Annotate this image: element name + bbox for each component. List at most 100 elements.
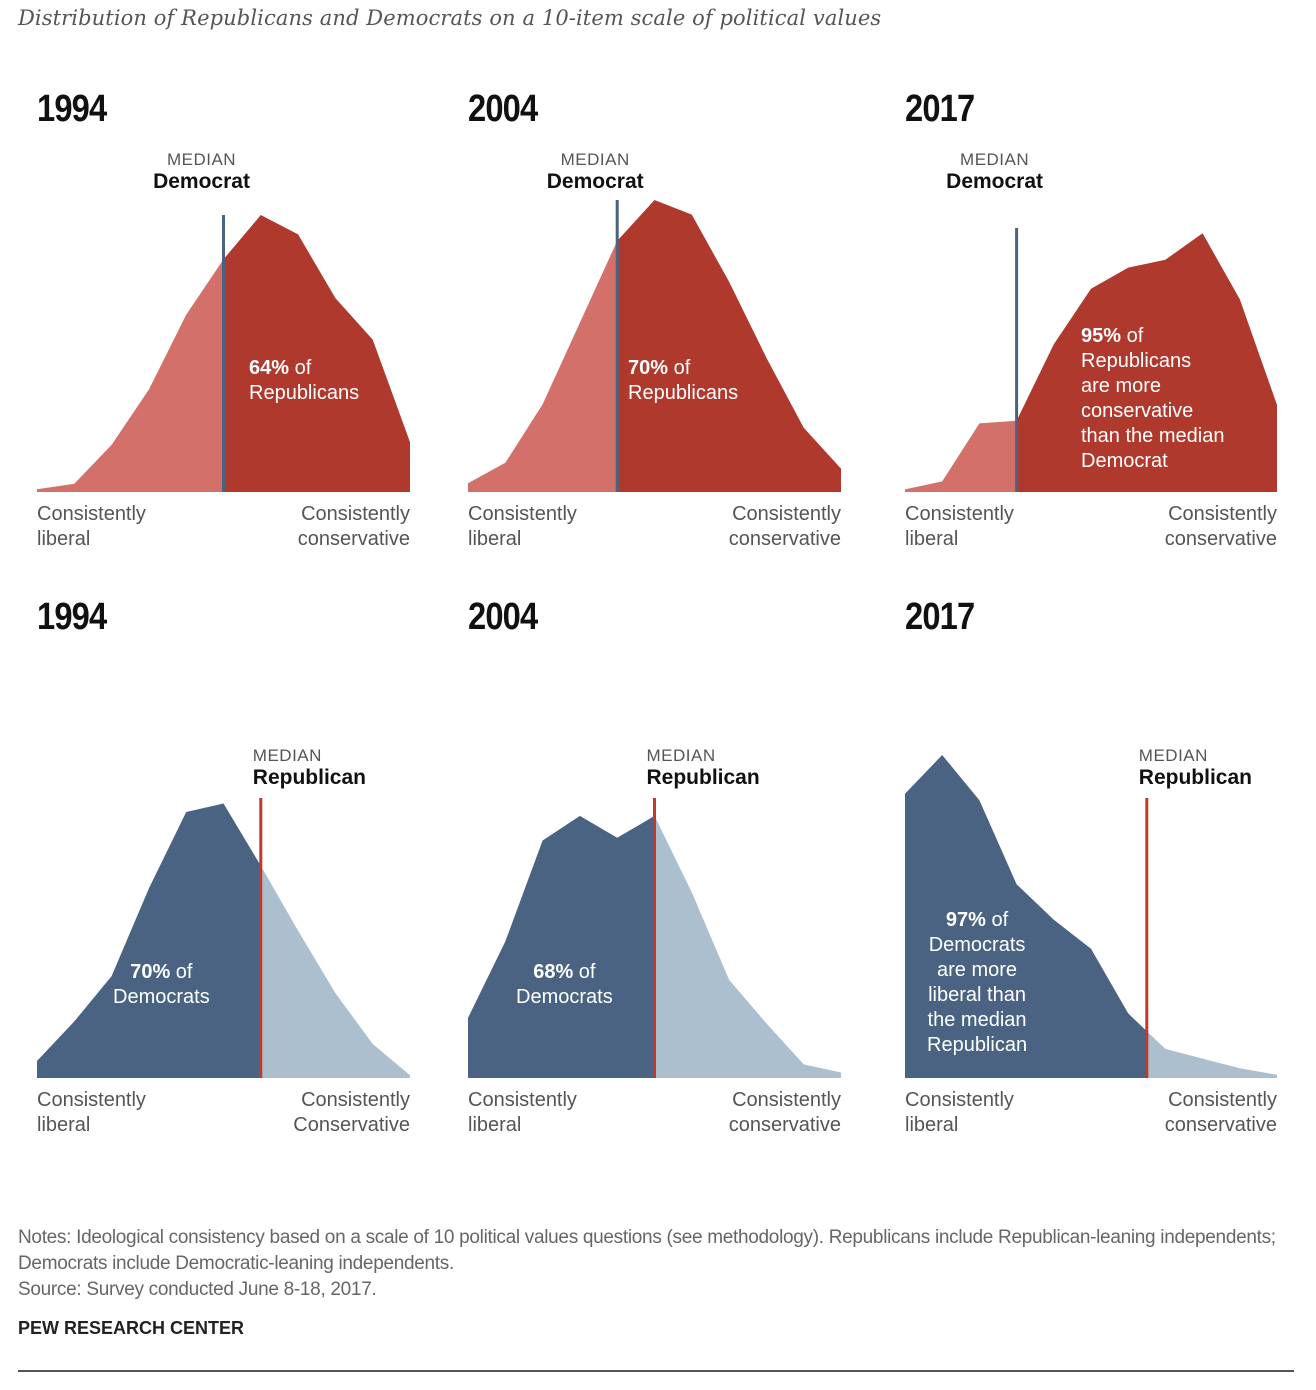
chart-panel-republicans-1994: 1994 MEDIAN Democrat 64% of Republicans Consi…	[37, 88, 410, 562]
share-text: of	[1121, 325, 1144, 347]
median-caption: MEDIAN	[1138, 746, 1208, 765]
share-text: liberal than	[928, 984, 1026, 1006]
median-party: Republican	[646, 766, 760, 789]
axis-label-line: liberal	[37, 528, 91, 550]
share-text: Democrats	[113, 986, 210, 1008]
median-party: Republican	[1138, 766, 1252, 789]
axis-label-liberal: Consistently liberal	[905, 502, 1014, 552]
axis-label-line: Consistently	[37, 503, 146, 525]
axis-label-line: Consistently	[732, 503, 841, 525]
axis-label-line: Consistently	[732, 1089, 841, 1111]
area-right-of-median	[617, 200, 841, 492]
area-left-of-median	[37, 259, 224, 492]
panel-year-title: 2017	[905, 88, 975, 130]
share-text: Republicans	[1081, 350, 1192, 372]
median-caption: MEDIAN	[560, 150, 630, 169]
share-annotation: 64% of Republicans	[249, 356, 359, 406]
chart-notes: Notes: Ideological consistency based on …	[18, 1225, 1293, 1303]
share-text: than the median	[1081, 425, 1225, 447]
median-party: Democrat	[153, 170, 250, 193]
panel-year-title: 1994	[37, 88, 107, 130]
area-right-of-median	[223, 215, 410, 492]
axis-label-line: Consistently	[301, 503, 410, 525]
axis-label-line: Consistently	[301, 1089, 410, 1111]
median-caption: MEDIAN	[166, 150, 237, 169]
area-chart	[37, 215, 410, 492]
share-text: of	[985, 909, 1009, 931]
share-percent: 70%	[130, 961, 171, 983]
share-annotation: 70% of Democrats	[113, 960, 210, 1010]
area-left-of-median	[468, 240, 618, 492]
area-chart	[905, 228, 1277, 493]
share-percent: 64%	[249, 357, 290, 379]
axis-label-liberal: Consistently liberal	[37, 502, 146, 552]
median-party: Democrat	[546, 170, 644, 193]
median-label: MEDIAN Democrat	[525, 150, 665, 194]
area-chart	[468, 200, 841, 492]
panel-year-title: 2017	[905, 596, 975, 638]
median-party: Republican	[252, 766, 366, 789]
axis-label-line: Consistently	[905, 1089, 1014, 1111]
axis-label-liberal: Consistently liberal	[468, 502, 577, 552]
share-text: Republicans	[628, 382, 739, 404]
area-chart	[905, 755, 1277, 1078]
share-text: the median	[927, 1009, 1027, 1031]
axis-label-conservative: Consistently conservative	[298, 502, 410, 552]
axis-label-conservative: Consistently conservative	[729, 1088, 841, 1138]
axis-label-line: liberal	[905, 1114, 959, 1136]
median-label: MEDIAN Republican	[647, 746, 760, 790]
share-text: of	[170, 961, 193, 983]
bottom-rule	[18, 1370, 1294, 1372]
area-left-of-median	[905, 755, 1147, 1078]
share-percent: 95%	[1081, 325, 1122, 347]
share-percent: 97%	[945, 909, 986, 931]
median-caption: MEDIAN	[646, 746, 716, 765]
share-annotation: 70% of Republicans	[628, 356, 738, 406]
area-chart	[37, 798, 410, 1078]
share-text: Republican	[927, 1034, 1028, 1056]
axis-label-line: conservative	[728, 1114, 841, 1136]
chart-panel-democrats-1994: 1994 MEDIAN Republican 70% of Democrats Consi…	[37, 596, 410, 1148]
chart-panel-democrats-2017: 2017 MEDIAN Republican 97% of Democrats are m…	[905, 596, 1277, 1148]
axis-label-liberal: Consistently liberal	[37, 1088, 146, 1138]
share-text: of	[668, 357, 691, 379]
area-right-of-median	[654, 815, 841, 1078]
share-percent: 68%	[533, 961, 574, 983]
axis-label-line: conservative	[728, 528, 841, 550]
axis-label-liberal: Consistently liberal	[468, 1088, 577, 1138]
share-annotation: 95% of Republicans are more conservative tha…	[1081, 324, 1224, 474]
axis-label-line: conservative	[1164, 528, 1277, 550]
axis-label-conservative: Consistently Conservative	[293, 1088, 410, 1138]
area-right-of-median	[260, 865, 410, 1078]
axis-label-line: liberal	[468, 1114, 522, 1136]
share-text: Democrats	[516, 986, 613, 1008]
panel-year-title: 2004	[468, 596, 538, 638]
panel-year-title: 2004	[468, 88, 538, 130]
axis-label-line: Consistently	[1168, 503, 1277, 525]
median-label: MEDIAN Republican	[1139, 746, 1252, 790]
area-left-of-median	[905, 420, 1017, 492]
area-right-of-median	[1146, 1031, 1277, 1078]
share-annotation: 97% of Democrats are more liberal than the m…	[927, 908, 1027, 1058]
median-caption: MEDIAN	[960, 150, 1030, 169]
share-text: Republicans	[249, 382, 360, 404]
axis-label-line: Consistently	[468, 503, 577, 525]
area-chart	[468, 798, 841, 1078]
share-text: conservative	[1081, 400, 1194, 422]
axis-label-conservative: Consistently conservative	[1165, 1088, 1277, 1138]
chart-panel-republicans-2017: 2017 MEDIAN Democrat 95% of Republicans are m…	[905, 88, 1277, 562]
axis-label-line: Consistently	[1168, 1089, 1277, 1111]
chart-panel-democrats-2004: 2004 MEDIAN Republican 68% of Democrats Consi…	[468, 596, 841, 1148]
median-label: MEDIAN Democrat	[132, 150, 272, 194]
axis-label-line: conservative	[297, 528, 410, 550]
median-party: Democrat	[946, 170, 1044, 193]
axis-label-conservative: Consistently conservative	[1165, 502, 1277, 552]
panel-year-title: 1994	[37, 596, 107, 638]
share-text: are more	[937, 959, 1018, 981]
share-annotation: 68% of Democrats	[516, 960, 613, 1010]
axis-label-line: Consistently	[37, 1089, 146, 1111]
axis-label-liberal: Consistently liberal	[905, 1088, 1014, 1138]
share-percent: 70%	[628, 357, 669, 379]
area-right-of-median	[1016, 233, 1277, 493]
median-label: MEDIAN Democrat	[925, 150, 1065, 194]
